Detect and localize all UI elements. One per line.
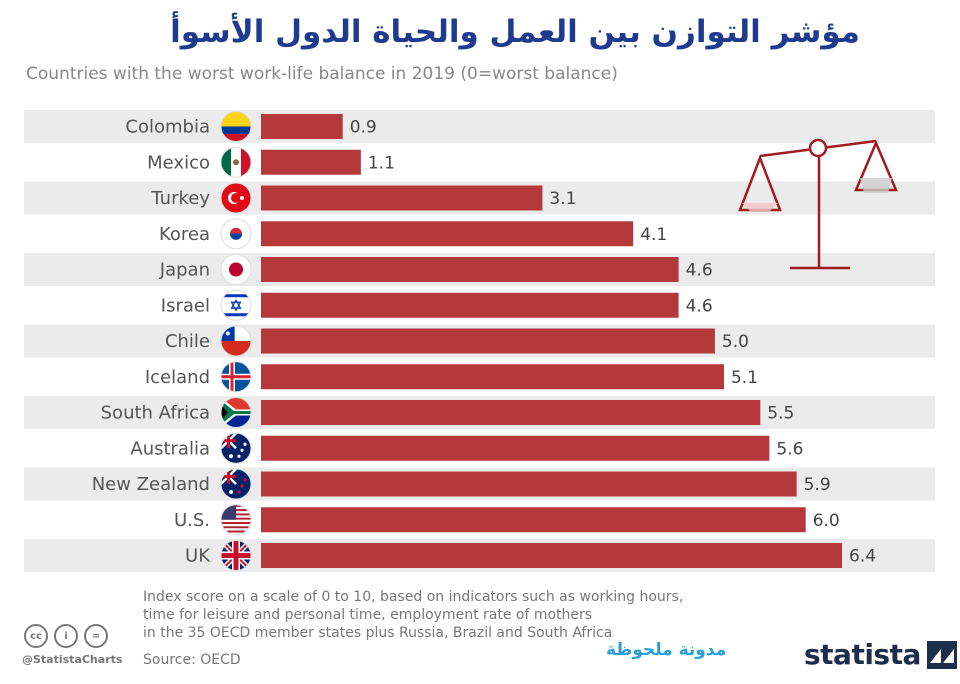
australia-flag-icon	[220, 432, 252, 464]
korea-flag-icon	[220, 218, 252, 250]
chart-row: Israel 4.6	[161, 289, 713, 321]
value-label: 5.9	[804, 475, 831, 495]
note-line: time for leisure and personal time, empl…	[143, 607, 593, 623]
chart-row: New Zealand 5.9	[24, 467, 935, 501]
value-label: 4.6	[686, 296, 713, 316]
israel-flag-icon	[220, 289, 252, 321]
chart-row: South Africa 5.5	[24, 396, 935, 429]
chart-row: Japan 4.6	[24, 253, 935, 286]
category-label: UK	[185, 546, 211, 567]
category-label: Turkey	[150, 188, 210, 209]
value-label: 5.1	[731, 368, 758, 388]
bar	[261, 328, 715, 354]
us-flag-icon	[220, 504, 252, 536]
category-label: Iceland	[145, 367, 210, 388]
bar	[261, 149, 361, 175]
bar	[261, 400, 761, 425]
bar	[261, 507, 806, 533]
colombia-flag-icon	[220, 111, 252, 142]
bar	[261, 257, 679, 282]
mexico-flag-icon	[220, 146, 252, 178]
value-label: 4.6	[686, 261, 713, 281]
source-text: Source: OECD	[143, 652, 241, 668]
value-label: 6.4	[849, 547, 876, 567]
chart-row: Mexico 1.1	[147, 146, 395, 178]
chart-row: Iceland 5.1	[145, 361, 758, 393]
bar	[261, 471, 797, 497]
category-label: Japan	[159, 260, 210, 281]
license-icons: cc i =	[24, 624, 108, 648]
category-label: Colombia	[125, 117, 210, 138]
page-title: مؤشر التوازن بين العمل والحياة الدول الأ…	[170, 14, 860, 50]
value-label: 5.5	[767, 404, 794, 424]
chile-flag-icon	[220, 325, 252, 357]
category-label: Israel	[161, 295, 210, 316]
chart-row: UK 6.4	[24, 539, 935, 572]
row-stripe	[24, 110, 935, 143]
chart-row: Chile 5.0	[24, 324, 935, 358]
value-label: 5.0	[722, 332, 749, 352]
value-label: 3.1	[549, 189, 576, 209]
chart-row: Colombia 0.9	[24, 110, 935, 143]
chart-subtitle: Countries with the worst work-life balan…	[26, 64, 618, 84]
category-label: U.S.	[174, 510, 210, 531]
no-derivatives-icon: =	[84, 624, 108, 648]
cc-icon: cc	[24, 624, 48, 648]
value-label: 5.6	[776, 439, 803, 459]
bar	[261, 364, 724, 390]
chart-row: Australia 5.6	[130, 432, 803, 464]
japan-flag-icon	[220, 254, 252, 285]
south-africa-flag-icon	[220, 397, 252, 428]
blog-watermark: مدونة ملحوظة	[606, 640, 727, 660]
logo-text: statista	[804, 638, 921, 671]
logo-mark-icon	[926, 640, 957, 669]
bar	[261, 114, 343, 139]
bar-chart: Colombia 0.9 Mexico 1.1 Turkey 3.1 Korea 4.1 Jap…	[24, 110, 935, 572]
attribution-icon: i	[54, 624, 78, 648]
twitter-handle: @StatistaCharts	[22, 653, 123, 666]
chart-row: U.S. 6.0	[174, 504, 840, 536]
uk-flag-icon	[220, 540, 252, 571]
category-label: New Zealand	[92, 474, 210, 495]
bar	[261, 543, 842, 568]
turkey-flag-icon	[220, 182, 252, 214]
value-label: 4.1	[640, 225, 667, 245]
chart-row: Korea 4.1	[159, 218, 667, 250]
category-label: Korea	[159, 224, 210, 245]
bar	[261, 185, 543, 211]
category-label: Australia	[130, 438, 210, 459]
category-label: Chile	[165, 331, 210, 352]
value-label: 1.1	[368, 153, 395, 173]
note-line: in the 35 OECD member states plus Russia…	[143, 625, 613, 641]
statista-logo[interactable]: statista	[804, 638, 957, 671]
bar	[261, 221, 634, 247]
value-label: 0.9	[350, 118, 377, 138]
category-label: Mexico	[147, 152, 210, 173]
chart-notes: Index score on a scale of 0 to 10, based…	[143, 588, 743, 642]
category-label: South Africa	[101, 403, 210, 424]
iceland-flag-icon	[220, 361, 252, 393]
bar	[261, 435, 770, 461]
value-label: 6.0	[813, 511, 840, 531]
new-zealand-flag-icon	[220, 468, 252, 500]
balance-scale-icon	[738, 138, 898, 270]
chart-row: Turkey 3.1	[24, 181, 935, 215]
bar	[261, 292, 679, 318]
note-line: Index score on a scale of 0 to 10, based…	[143, 589, 684, 605]
